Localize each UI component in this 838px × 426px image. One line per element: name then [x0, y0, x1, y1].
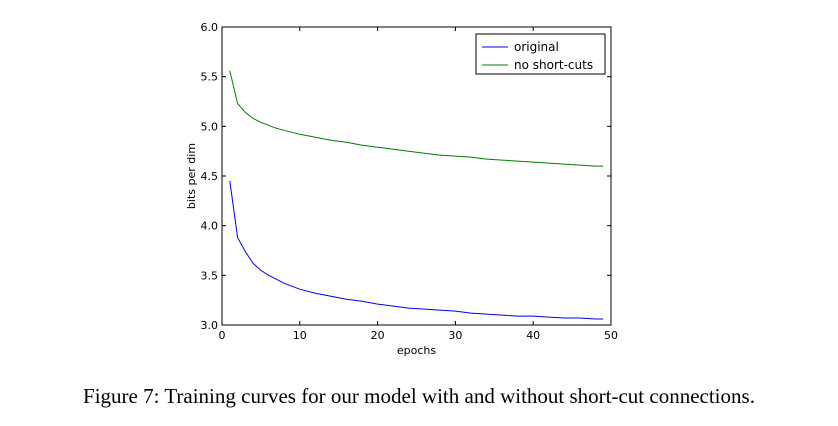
legend-label-0: original	[514, 40, 559, 54]
line-chart: 0 10 20 30 40 503.03.54.04.55.05.56.0 epochs …	[185, 21, 619, 357]
x-tick-label: 30	[448, 329, 462, 342]
plot-area	[229, 70, 604, 320]
x-tick-label: 20	[371, 329, 385, 342]
figure-caption: Figure 7: Training curves for our model …	[83, 384, 755, 408]
y-tick-label: 3.5	[201, 269, 219, 282]
y-tick-label: 4.0	[201, 220, 219, 233]
legend-box	[475, 33, 606, 75]
y-tick-label: 4.5	[201, 170, 219, 183]
x-tick-label: 0	[219, 329, 226, 342]
axes-ticks: 0 10 20 30 40 50 3.0 3.5 4.0 4.5 5.0 5.5 6.0	[201, 21, 619, 342]
x-axis-label: epochs	[397, 344, 436, 357]
figure: 0 10 20 30 40 50 3.0 3.5 4.0 4.5 5.0 5.5 6.0 epochs …	[185, 21, 619, 357]
y-tick-label: 3.0	[201, 319, 219, 332]
series-line-1	[229, 70, 604, 167]
y-tick-label: 6.0	[201, 21, 219, 34]
y-axis-label: bits per dim	[185, 143, 198, 209]
y-tick-label: 5.5	[201, 71, 219, 84]
x-tick-label: 10	[293, 329, 307, 342]
x-tick-label: 50	[604, 329, 618, 342]
y-tick-label: 5.0	[201, 120, 219, 133]
legend: original no short-cuts	[475, 33, 606, 75]
x-tick-label: 40	[526, 329, 540, 342]
legend-label-1: no short-cuts	[514, 58, 593, 72]
series-line-0	[229, 180, 604, 320]
